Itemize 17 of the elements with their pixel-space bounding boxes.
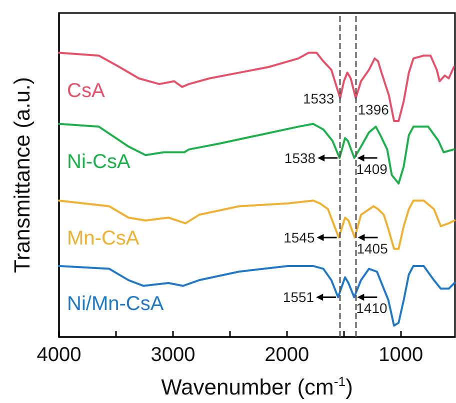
x-tick-label: 2000	[264, 344, 310, 366]
series-label: Mn-CsA	[67, 228, 140, 250]
annotation: 1396	[358, 101, 390, 118]
annotation: 1551	[282, 289, 314, 306]
x-tick-label: 3000	[150, 344, 196, 366]
annotation: 1533	[302, 90, 334, 106]
series-label: Ni-CsA	[67, 150, 131, 173]
y-axis-title: Transmittance (a.u.)	[10, 76, 34, 274]
annotation: 1545	[284, 230, 315, 246]
annotation: 1410	[356, 300, 388, 316]
x-tick-label: 1000	[378, 344, 424, 366]
series-label: Ni/Mn-CsA	[67, 292, 164, 315]
annotation: 1538	[284, 150, 316, 166]
annotation: 1405	[356, 240, 388, 257]
x-tick-label: 4000	[36, 344, 82, 366]
annotation: 1409	[356, 160, 388, 177]
series-label: CsA	[67, 80, 106, 102]
